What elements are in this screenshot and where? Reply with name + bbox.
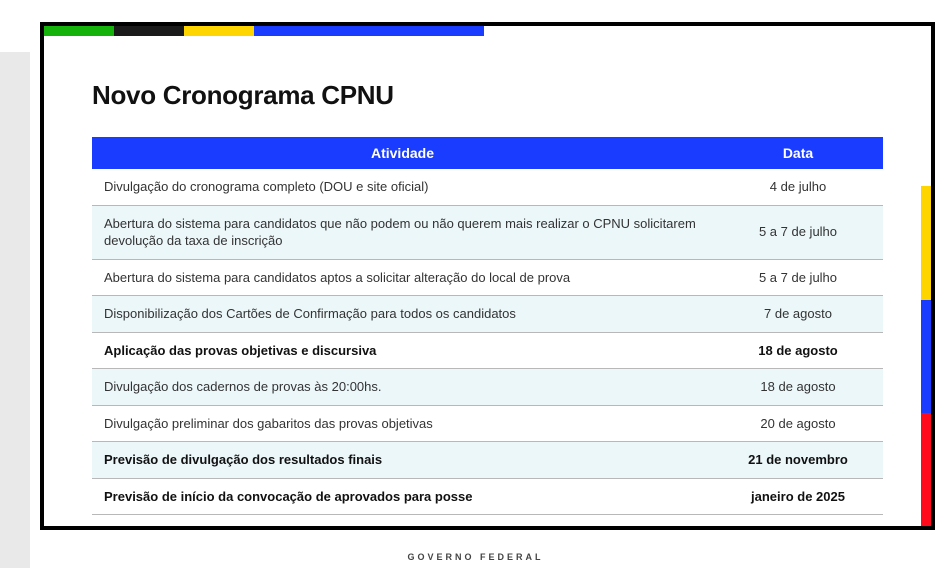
table-header-row: Atividade Data [92,137,883,169]
page-title: Novo Cronograma CPNU [92,80,883,111]
table-row: Disponibilização dos Cartões de Confirma… [92,296,883,333]
accent-segment [921,26,931,186]
accent-segment [184,26,254,36]
activity-cell: Previsão de divulgação dos resultados fi… [92,442,713,479]
activity-cell: Aplicação das provas objetivas e discurs… [92,332,713,369]
table-body: Divulgação do cronograma completo (DOU e… [92,169,883,515]
table-row: Divulgação preliminar dos gabaritos das … [92,405,883,442]
date-cell: 7 de agosto [713,296,883,333]
top-accent-bar [44,26,484,36]
activity-cell: Divulgação dos cadernos de provas às 20:… [92,369,713,406]
date-cell: 20 de agosto [713,405,883,442]
activity-cell: Abertura do sistema para candidatos apto… [92,259,713,296]
accent-segment [921,413,931,526]
table-row: Aplicação das provas objetivas e discurs… [92,332,883,369]
date-cell: 18 de agosto [713,369,883,406]
activity-cell: Abertura do sistema para candidatos que … [92,205,713,259]
date-cell: 4 de julho [713,169,883,205]
content-area: Novo Cronograma CPNU Atividade Data Divu… [44,26,931,530]
right-accent-bar [921,26,931,526]
table-row: Divulgação do cronograma completo (DOU e… [92,169,883,205]
accent-segment [921,300,931,413]
activity-cell: Disponibilização dos Cartões de Confirma… [92,296,713,333]
table-row: Abertura do sistema para candidatos apto… [92,259,883,296]
activity-cell: Previsão de início da convocação de apro… [92,478,713,515]
schedule-table: Atividade Data Divulgação do cronograma … [92,137,883,515]
date-cell: 18 de agosto [713,332,883,369]
accent-segment [114,26,184,36]
table-row: Abertura do sistema para candidatos que … [92,205,883,259]
accent-segment [44,26,114,36]
footer-text: GOVERNO FEDERAL [0,552,951,562]
date-cell: 5 a 7 de julho [713,205,883,259]
date-cell: 21 de novembro [713,442,883,479]
col-activity: Atividade [92,137,713,169]
date-cell: 5 a 7 de julho [713,259,883,296]
slide-frame: Novo Cronograma CPNU Atividade Data Divu… [40,22,935,530]
table-row: Previsão de divulgação dos resultados fi… [92,442,883,479]
accent-segment [254,26,484,36]
left-gray-strip [0,52,30,568]
activity-cell: Divulgação preliminar dos gabaritos das … [92,405,713,442]
col-date: Data [713,137,883,169]
accent-segment [921,186,931,299]
activity-cell: Divulgação do cronograma completo (DOU e… [92,169,713,205]
date-cell: janeiro de 2025 [713,478,883,515]
table-row: Previsão de início da convocação de apro… [92,478,883,515]
table-row: Divulgação dos cadernos de provas às 20:… [92,369,883,406]
